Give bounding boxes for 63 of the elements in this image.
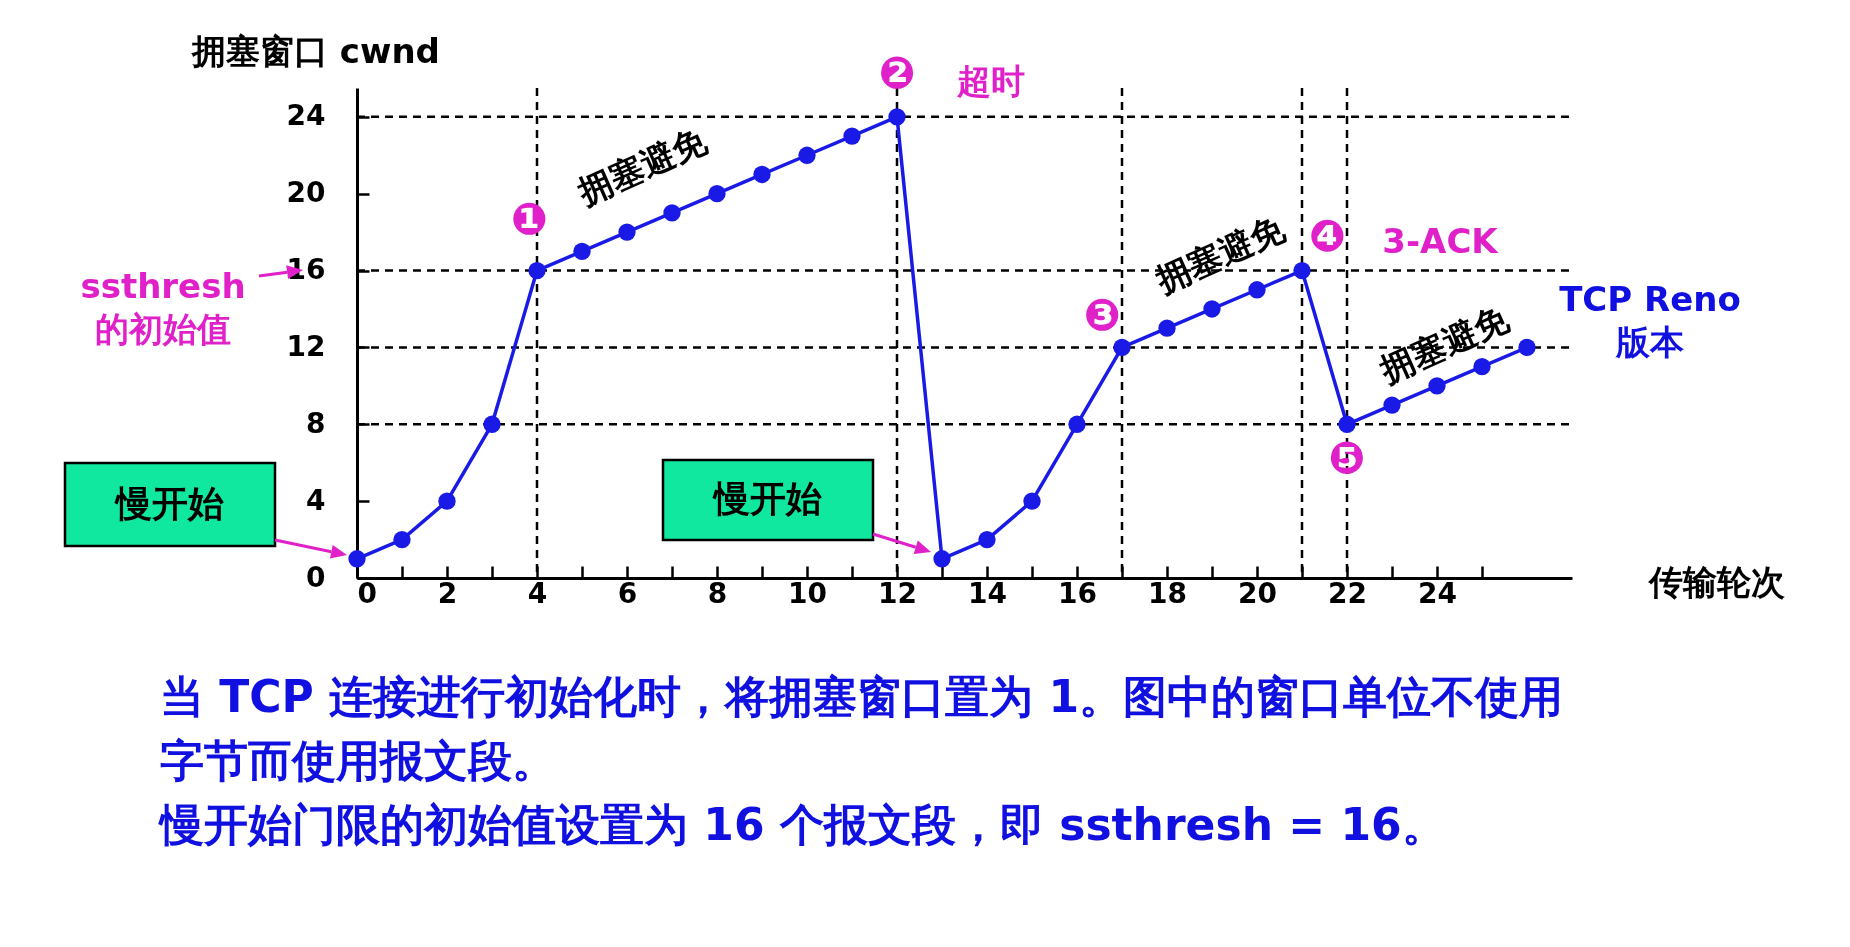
annotation: 拥塞避免 xyxy=(1149,208,1291,301)
annotation: 拥塞避免 xyxy=(571,120,713,213)
y-tick-label: 20 xyxy=(286,176,326,210)
point xyxy=(933,550,951,568)
point xyxy=(618,223,636,241)
point xyxy=(348,550,366,568)
y-tick-label: 4 xyxy=(306,483,326,517)
x-axis-title: 传输轮次 xyxy=(1647,562,1785,602)
text: 慢开始 xyxy=(114,482,224,524)
x-tick-label: 2 xyxy=(437,576,458,610)
point xyxy=(663,204,681,222)
x-tick-label: 8 xyxy=(707,576,728,610)
x-tick-label: 0 xyxy=(357,576,377,610)
point xyxy=(1023,492,1041,510)
point xyxy=(1518,338,1536,357)
point xyxy=(1068,415,1086,433)
point xyxy=(1383,396,1401,414)
annotation: 慢开始 xyxy=(712,478,822,519)
annotation: ❸ xyxy=(1083,289,1121,341)
y-tick-label: 12 xyxy=(286,329,326,363)
annotation: ❶ xyxy=(510,192,548,244)
x-tick-label: 10 xyxy=(788,576,827,610)
y-tick-label: 8 xyxy=(306,406,326,440)
x-tick-label: 22 xyxy=(1328,576,1367,610)
point xyxy=(573,242,591,260)
x-tick-label: 6 xyxy=(617,576,638,610)
text: ssthresh 的初始值 xyxy=(80,266,246,349)
point xyxy=(1428,377,1446,395)
point xyxy=(888,108,906,126)
point xyxy=(438,492,456,510)
point xyxy=(393,530,411,549)
y-axis-title: 拥塞窗口 cwnd xyxy=(191,31,440,71)
x-tick-label: 4 xyxy=(527,576,548,610)
x-tick-label: 16 xyxy=(1058,576,1097,610)
x-tick-label: 20 xyxy=(1238,576,1277,610)
point xyxy=(753,165,771,184)
point xyxy=(1113,338,1131,357)
point xyxy=(1158,319,1176,337)
point xyxy=(483,415,501,433)
annotation: ❷ xyxy=(878,46,916,98)
point xyxy=(798,146,816,164)
x-tick-label: 12 xyxy=(878,576,917,610)
x-tick-label: 24 xyxy=(1418,576,1457,610)
point xyxy=(978,530,996,549)
y-tick-label: 24 xyxy=(286,99,326,133)
point xyxy=(843,127,861,145)
x-tick-label: 14 xyxy=(968,576,1007,610)
text: 慢开始门限的初始值设置为 16 个报文段，即 ssthresh = 16。 xyxy=(160,798,1447,852)
annotation: 3-ACK xyxy=(1382,221,1500,261)
annotation: 超时 xyxy=(956,61,1025,101)
x-tick-label: 18 xyxy=(1148,576,1187,610)
point xyxy=(1248,281,1266,299)
point xyxy=(1293,261,1311,280)
annotation: TCP Reno 版本 xyxy=(1559,279,1741,362)
annotation: ❺ xyxy=(1328,432,1366,484)
annotation: 拥塞避免 xyxy=(1373,298,1515,391)
point xyxy=(708,185,726,203)
point xyxy=(1203,300,1221,318)
text: 当 TCP 连接进行初始化时，将拥塞窗口置为 1。图中的窗口单位不使用字节而使用报文段。 xyxy=(160,670,1565,788)
annotation: ❹ xyxy=(1308,209,1346,261)
point xyxy=(1473,357,1491,376)
point xyxy=(528,261,546,280)
point xyxy=(1338,415,1356,433)
